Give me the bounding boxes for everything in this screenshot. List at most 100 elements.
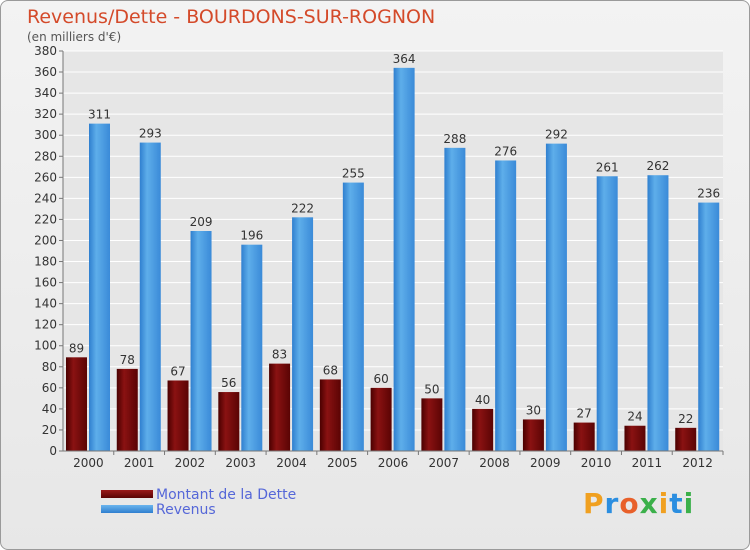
y-tick-label: 240 bbox=[34, 191, 57, 205]
data-label-debt: 24 bbox=[627, 410, 642, 424]
data-label-revenue: 292 bbox=[545, 128, 568, 142]
data-label-revenue: 364 bbox=[393, 52, 416, 66]
bar-revenue bbox=[545, 143, 567, 451]
data-label-debt: 27 bbox=[577, 407, 592, 421]
data-label-revenue: 288 bbox=[443, 132, 466, 146]
legend-label-debt: Montant de la Dette bbox=[156, 487, 297, 503]
data-label-revenue: 196 bbox=[240, 229, 263, 243]
plot-area bbox=[63, 51, 723, 451]
y-tick-label: 40 bbox=[42, 402, 57, 416]
logo-letter: t bbox=[669, 487, 684, 520]
bar-debt bbox=[218, 392, 240, 451]
y-tick-label: 200 bbox=[34, 233, 57, 247]
bar-debt bbox=[675, 427, 697, 451]
y-tick-label: 340 bbox=[34, 86, 57, 100]
bar-revenue bbox=[89, 123, 110, 451]
y-tick-label: 60 bbox=[42, 381, 57, 395]
data-label-debt: 40 bbox=[475, 393, 490, 407]
data-label-debt: 56 bbox=[221, 376, 236, 390]
x-tick-label: 2003 bbox=[225, 456, 256, 470]
y-tick-label: 140 bbox=[34, 297, 57, 311]
bar-revenue bbox=[698, 202, 720, 451]
x-tick-label: 2012 bbox=[682, 456, 713, 470]
legend-label-revenue: Revenus bbox=[156, 502, 216, 518]
y-tick-label: 120 bbox=[34, 318, 57, 332]
y-tick-label: 180 bbox=[34, 255, 57, 269]
logo-letter: r bbox=[604, 487, 620, 520]
bar-debt bbox=[573, 422, 595, 451]
data-label-revenue: 262 bbox=[647, 159, 670, 173]
x-tick-label: 2008 bbox=[479, 456, 510, 470]
x-tick-label: 2009 bbox=[530, 456, 561, 470]
data-label-revenue: 209 bbox=[190, 215, 213, 229]
y-tick-label: 0 bbox=[49, 444, 57, 458]
y-tick-label: 380 bbox=[34, 44, 57, 58]
bar-revenue bbox=[647, 175, 669, 452]
y-tick-label: 20 bbox=[42, 423, 57, 437]
bar-debt bbox=[370, 387, 392, 451]
y-tick-label: 280 bbox=[34, 149, 57, 163]
y-tick-label: 100 bbox=[34, 339, 57, 353]
bar-debt bbox=[472, 408, 494, 451]
x-tick-label: 2006 bbox=[378, 456, 409, 470]
logo-letter: o bbox=[619, 487, 640, 520]
x-tick-label: 2001 bbox=[124, 456, 155, 470]
data-label-revenue: 261 bbox=[596, 160, 619, 174]
logo-letter: i bbox=[658, 487, 670, 520]
chart-subtitle: (en milliers d'€) bbox=[27, 30, 122, 44]
bar-revenue bbox=[292, 217, 314, 451]
legend-swatch-revenue bbox=[101, 505, 153, 513]
bar-debt bbox=[522, 419, 544, 451]
data-label-revenue: 311 bbox=[88, 108, 111, 122]
bar-debt bbox=[116, 368, 138, 451]
data-label-debt: 67 bbox=[170, 364, 185, 378]
bar-revenue bbox=[190, 231, 212, 451]
x-tick-label: 2010 bbox=[581, 456, 612, 470]
bar-debt bbox=[624, 425, 646, 451]
x-tick-label: 2005 bbox=[327, 456, 358, 470]
y-tick-label: 300 bbox=[34, 128, 57, 142]
bar-debt bbox=[421, 398, 443, 451]
data-label-debt: 78 bbox=[120, 353, 135, 367]
legend-swatch-debt bbox=[101, 490, 153, 498]
logo-letter: i bbox=[683, 487, 695, 520]
logo-letter: x bbox=[639, 487, 659, 520]
x-tick-label: 2011 bbox=[632, 456, 663, 470]
data-label-debt: 68 bbox=[323, 363, 338, 377]
y-tick-label: 360 bbox=[34, 65, 57, 79]
data-label-debt: 60 bbox=[373, 372, 388, 386]
x-tick-label: 2002 bbox=[175, 456, 206, 470]
bar-debt bbox=[269, 363, 291, 451]
chart-title: Revenus/Dette - BOURDONS-SUR-ROGNON bbox=[27, 6, 436, 28]
y-tick-label: 220 bbox=[34, 212, 57, 226]
proxiti-logo: Proxiti bbox=[583, 487, 694, 520]
x-tick-label: 2004 bbox=[276, 456, 307, 470]
bar-revenue bbox=[444, 147, 466, 451]
data-label-revenue: 276 bbox=[494, 144, 517, 158]
bar-debt bbox=[66, 357, 87, 451]
y-tick-label: 160 bbox=[34, 276, 57, 290]
y-tick-label: 320 bbox=[34, 107, 57, 121]
data-label-revenue: 255 bbox=[342, 167, 365, 181]
bar-debt bbox=[167, 380, 189, 451]
bar-revenue bbox=[393, 67, 415, 451]
bar-revenue bbox=[342, 182, 364, 451]
data-label-revenue: 293 bbox=[139, 127, 162, 141]
x-tick-label: 2000 bbox=[73, 456, 104, 470]
data-label-revenue: 222 bbox=[291, 201, 314, 215]
bar-revenue bbox=[596, 176, 618, 451]
bar-revenue bbox=[241, 244, 263, 451]
data-label-debt: 30 bbox=[526, 403, 541, 417]
data-label-debt: 22 bbox=[678, 412, 693, 426]
data-label-debt: 89 bbox=[69, 341, 84, 355]
data-label-debt: 83 bbox=[272, 348, 287, 362]
bar-revenue bbox=[139, 142, 161, 451]
y-tick-label: 80 bbox=[42, 360, 57, 374]
y-tick-label: 260 bbox=[34, 170, 57, 184]
data-label-debt: 50 bbox=[424, 382, 439, 396]
x-tick-label: 2007 bbox=[428, 456, 459, 470]
data-label-revenue: 236 bbox=[697, 187, 720, 201]
bar-debt bbox=[319, 379, 341, 451]
